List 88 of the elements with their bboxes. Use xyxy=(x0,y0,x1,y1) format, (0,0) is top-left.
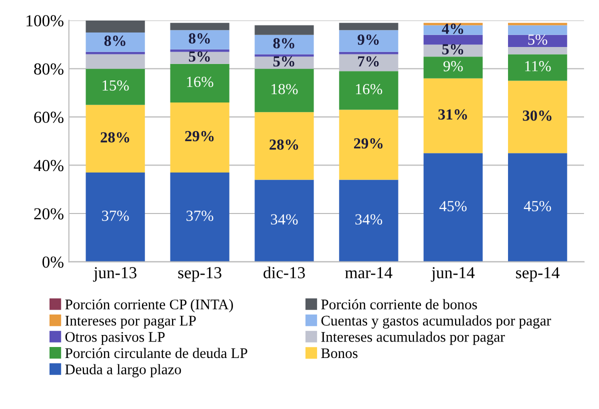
bar xyxy=(339,180,398,262)
bar xyxy=(254,25,314,35)
legend-label: Intereses por pagar LP xyxy=(65,316,196,329)
bar xyxy=(254,68,314,112)
bar xyxy=(508,25,568,35)
bar xyxy=(254,34,314,54)
data-label: 9% xyxy=(443,61,463,72)
y-tick-label: 0% xyxy=(42,256,64,268)
data-label: 29% xyxy=(354,138,383,149)
data-label: 45% xyxy=(524,200,552,212)
y-tick-label: 40% xyxy=(34,160,64,172)
data-label: 15% xyxy=(102,80,129,91)
data-label: 11% xyxy=(525,61,551,72)
x-tick-label: jun-14 xyxy=(430,267,475,282)
data-label: 16% xyxy=(356,84,382,94)
bar xyxy=(339,54,398,72)
data-label: 4% xyxy=(442,24,464,34)
legend-label: Intereses acumulados por pagar xyxy=(321,332,505,345)
data-label: 5% xyxy=(273,56,294,67)
x-tick-label: jun-13 xyxy=(93,267,136,282)
x-tick-label: sep-13 xyxy=(178,267,222,282)
data-label: 8% xyxy=(104,36,126,46)
bar xyxy=(508,153,568,262)
legend-label: Porción circulante de deuda LP xyxy=(65,348,248,358)
bar xyxy=(170,22,230,30)
data-label: 8% xyxy=(273,38,294,48)
bar xyxy=(424,56,483,78)
data-label: 28% xyxy=(270,139,298,150)
data-label: 7% xyxy=(358,56,379,67)
x-tick-label: mar-14 xyxy=(345,267,392,278)
bar xyxy=(339,110,398,180)
bar xyxy=(339,30,398,52)
bar xyxy=(339,71,398,110)
bar xyxy=(86,68,145,105)
bar xyxy=(170,64,230,102)
data-label: 18% xyxy=(272,84,298,94)
bar xyxy=(170,30,230,50)
bar xyxy=(424,34,483,45)
data-label: 8% xyxy=(188,33,210,44)
y-tick-label: 100% xyxy=(26,15,64,26)
bar xyxy=(424,22,483,26)
data-label: 16% xyxy=(187,76,214,88)
data-label: 29% xyxy=(185,131,214,142)
x-tick-label: dic-13 xyxy=(264,266,305,278)
y-tick-label: 60% xyxy=(34,112,64,123)
bar xyxy=(254,54,314,57)
data-label: 34% xyxy=(270,214,298,225)
y-tick-label: 20% xyxy=(34,208,64,220)
bar xyxy=(170,52,230,64)
data-label: 45% xyxy=(439,200,467,212)
data-label: 5% xyxy=(442,44,464,54)
bar xyxy=(86,32,145,52)
data-label: 30% xyxy=(522,110,552,121)
bar xyxy=(170,49,230,52)
data-label: 34% xyxy=(355,214,382,225)
bar xyxy=(254,56,314,69)
data-label: 9% xyxy=(358,34,379,45)
data-label: 5% xyxy=(528,34,548,45)
bar xyxy=(508,80,568,154)
legend-label: Porción corriente de bonos xyxy=(321,299,477,310)
bar xyxy=(508,46,568,54)
bar xyxy=(86,20,145,33)
legend-label: Bonos xyxy=(321,348,358,358)
bar xyxy=(508,54,568,81)
bar xyxy=(170,102,230,172)
data-label: 37% xyxy=(102,210,129,221)
legend-label: Otros pasivos LP xyxy=(65,332,165,345)
legend-label: Deuda a largo plazo xyxy=(65,364,181,378)
data-label: 28% xyxy=(100,132,130,143)
bar xyxy=(86,172,145,262)
bar xyxy=(86,104,145,172)
bar xyxy=(508,34,568,47)
data-label: 5% xyxy=(188,51,210,62)
bar xyxy=(86,54,145,69)
data-label: 31% xyxy=(438,109,467,120)
bar xyxy=(424,78,483,154)
y-tick-label: 80% xyxy=(34,63,64,75)
bar xyxy=(254,112,314,180)
bar xyxy=(170,172,230,262)
bar xyxy=(254,180,314,262)
bar xyxy=(339,22,398,30)
x-tick-label: sep-14 xyxy=(516,267,560,282)
bar xyxy=(424,153,483,262)
bar xyxy=(424,44,483,57)
legend-label: Porción corriente CP (INTA) xyxy=(65,299,233,312)
legend-label: Cuentas y gastos acumulados por pagar xyxy=(321,315,552,329)
bar xyxy=(508,22,568,26)
data-label: 37% xyxy=(186,210,214,221)
